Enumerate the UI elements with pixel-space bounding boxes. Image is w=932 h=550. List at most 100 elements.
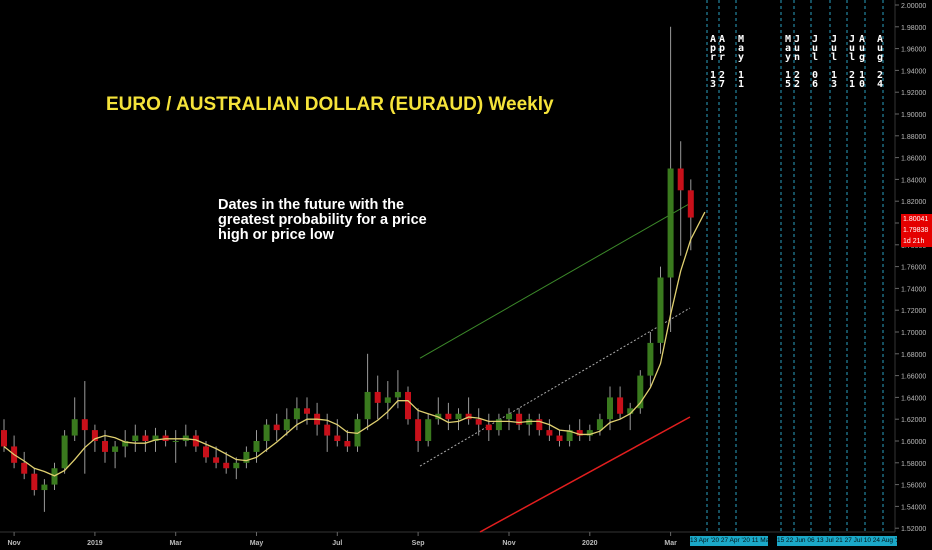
support-line (479, 416, 691, 533)
y-tick-label: 1.52000 (901, 526, 926, 533)
candle-body (344, 441, 351, 447)
candle-body (41, 484, 48, 491)
candle-body (283, 419, 290, 431)
y-tick-label: 1.98000 (901, 25, 926, 32)
candle-body (334, 435, 341, 441)
candle-body (71, 419, 78, 436)
x-tick-label: 2020 (582, 540, 598, 547)
x-tick-label: Sep (412, 540, 425, 547)
candle-body (647, 342, 654, 376)
y-tick-label: 1.70000 (901, 330, 926, 337)
future-date-may11: M a y 1 1 (738, 34, 745, 90)
candle-body (304, 408, 310, 414)
candle-body (233, 462, 240, 469)
x-tick-label: Nov (502, 540, 515, 547)
x-tick-label: Nov (7, 540, 20, 547)
candle-body (455, 413, 462, 420)
channel-mid-line (419, 307, 691, 467)
forecast-note: Dates in the future with the greatest pr… (218, 197, 427, 243)
candle-body (122, 441, 129, 447)
y-tick-label: 1.86000 (901, 156, 926, 163)
candle-body (132, 435, 139, 441)
future-date-aug24: A u g 2 4 (877, 34, 884, 90)
candle-body (546, 430, 553, 436)
candle-body (364, 391, 371, 420)
candle-body (506, 413, 512, 420)
y-tick-label: 1.60000 (901, 439, 926, 446)
x-tick-label: 2019 (87, 540, 103, 547)
candle-body (405, 391, 411, 420)
candle-body (485, 424, 492, 431)
future-date-apr27: A p r 2 7 (719, 34, 726, 90)
candle-body (61, 435, 68, 469)
future-date-jul21: J u l 2 1 (849, 34, 856, 90)
candle-body (607, 397, 613, 420)
price-axis (895, 0, 932, 550)
candle-body (172, 441, 179, 442)
candle-body (475, 419, 482, 425)
candle-body (556, 435, 563, 441)
candle-body (203, 446, 209, 458)
candle-body (81, 419, 88, 431)
candle-body (142, 435, 149, 441)
y-tick-label: 1.92000 (901, 90, 926, 97)
candle-body (566, 430, 573, 441)
candle-body (243, 451, 250, 463)
y-tick-label: 1.58000 (901, 461, 926, 468)
candle-body (91, 430, 98, 441)
candle-body (576, 430, 583, 436)
y-tick-label: 1.84000 (901, 177, 926, 184)
candle-body (425, 419, 432, 441)
candle-body (415, 419, 422, 441)
candle-body (152, 435, 159, 441)
x-tick-label: Mar (664, 540, 677, 547)
candle-body (667, 168, 674, 278)
candle-body (293, 408, 300, 420)
y-tick-label: 1.94000 (901, 68, 926, 75)
date-strip-2: 15 22 Jun 06 13 Jul 21 27 Jul 10 24 Aug … (777, 536, 897, 546)
candle-body (516, 413, 523, 425)
y-tick-label: 1.64000 (901, 395, 926, 402)
y-tick-label: 1.68000 (901, 352, 926, 359)
x-tick-label: Jul (332, 540, 342, 547)
future-date-jun22: J u n 2 2 (794, 34, 801, 90)
candle-body (596, 419, 603, 431)
candle-body (324, 424, 331, 436)
candle-body (687, 190, 694, 218)
candle-body (536, 419, 543, 431)
x-tick-label: Mar (169, 540, 182, 547)
y-tick-label: 1.88000 (901, 134, 926, 141)
candle-body (495, 419, 502, 431)
date-strip-1: 13 Apr '20 27 Apr '20 11 May '20 (690, 536, 768, 546)
future-date-apr13: A p r 1 3 (710, 34, 717, 90)
future-date-may15: M a y 1 5 (785, 34, 792, 90)
candle-body (102, 441, 108, 452)
candle-body (253, 441, 260, 452)
candle-body (677, 168, 684, 191)
candle-body (31, 473, 38, 491)
candle-body (223, 462, 230, 469)
channel-top-line (419, 202, 691, 359)
candle-body (617, 397, 624, 414)
y-tick-label: 1.62000 (901, 417, 926, 424)
countdown-tag: 1d 21h (901, 236, 932, 247)
future-date-jul13: J u l 1 3 (831, 34, 838, 90)
candle-body (192, 435, 199, 447)
future-date-jul06: J u l 0 6 (812, 34, 819, 90)
candle-body (21, 462, 28, 474)
future-date-aug10: A u g 1 0 (859, 34, 866, 90)
close-price-tag: 1.79838 (901, 225, 932, 236)
candle-body (394, 391, 401, 398)
candle-body (657, 277, 664, 343)
candle-body (1, 430, 7, 447)
y-tick-label: 2.00000 (901, 3, 926, 10)
y-tick-label: 1.72000 (901, 308, 926, 315)
moving-average-line (3, 211, 706, 477)
candle-body (586, 430, 593, 436)
y-tick-label: 1.66000 (901, 374, 926, 381)
x-tick-label: May (250, 540, 264, 547)
y-tick-label: 1.90000 (901, 112, 926, 119)
y-tick-label: 1.56000 (901, 483, 926, 490)
y-tick-label: 1.54000 (901, 504, 926, 511)
